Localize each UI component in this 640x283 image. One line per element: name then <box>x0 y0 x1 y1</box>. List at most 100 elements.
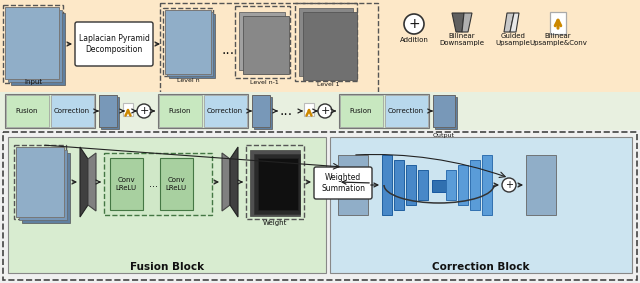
Text: Level 1: Level 1 <box>317 83 339 87</box>
Text: Laplacian Pyramid
Decomposition: Laplacian Pyramid Decomposition <box>79 34 149 54</box>
Bar <box>11 13 65 85</box>
Text: Bilinear
Upsample&Conv: Bilinear Upsample&Conv <box>529 33 587 46</box>
Bar <box>110 158 143 210</box>
Bar <box>235 6 290 78</box>
Bar <box>14 145 66 219</box>
Bar <box>338 155 368 215</box>
Bar <box>254 154 300 214</box>
Polygon shape <box>510 13 519 32</box>
Text: Correction: Correction <box>388 108 424 114</box>
Bar <box>239 12 285 70</box>
Text: Fusion: Fusion <box>349 108 372 114</box>
Text: +: + <box>505 180 513 190</box>
Bar <box>0 130 640 283</box>
Polygon shape <box>504 13 514 32</box>
Bar <box>446 170 456 200</box>
Text: Level n-1: Level n-1 <box>250 80 278 85</box>
Text: Correction: Correction <box>54 108 90 114</box>
Text: Fusion: Fusion <box>16 108 38 114</box>
Bar <box>169 14 215 78</box>
Bar <box>340 95 383 127</box>
Bar <box>160 3 378 96</box>
FancyBboxPatch shape <box>314 167 372 199</box>
Bar <box>159 95 202 127</box>
Bar <box>330 137 632 273</box>
Polygon shape <box>230 147 238 217</box>
Bar <box>8 10 62 82</box>
Bar <box>526 155 556 215</box>
Bar <box>385 95 428 127</box>
Text: Bilinear
Downsample: Bilinear Downsample <box>440 33 484 46</box>
Text: Output: Output <box>433 132 455 138</box>
Text: +: + <box>320 106 330 116</box>
Bar <box>99 95 117 127</box>
Bar <box>8 137 326 273</box>
Text: Correction Block: Correction Block <box>432 262 530 272</box>
Polygon shape <box>452 13 464 32</box>
Bar <box>303 12 357 80</box>
Text: Level n: Level n <box>177 78 199 83</box>
Bar <box>3 132 637 280</box>
Bar <box>470 160 480 210</box>
Bar <box>5 94 95 128</box>
Bar <box>550 12 566 34</box>
Text: Addition: Addition <box>399 37 428 43</box>
Bar <box>246 145 304 219</box>
Bar <box>3 5 63 83</box>
Bar <box>418 170 428 200</box>
Bar <box>433 95 455 127</box>
Bar <box>406 165 416 205</box>
Bar <box>250 150 300 216</box>
Text: Weighted
Summation: Weighted Summation <box>321 173 365 193</box>
Bar <box>0 92 640 130</box>
Text: Input: Input <box>24 79 42 85</box>
Text: +: + <box>140 106 148 116</box>
Bar <box>0 0 640 130</box>
Bar <box>104 153 212 215</box>
Bar <box>160 158 193 210</box>
Bar <box>16 147 64 217</box>
Bar <box>123 103 133 116</box>
Text: Guided
Upsample: Guided Upsample <box>495 33 531 46</box>
Bar <box>6 95 49 127</box>
Polygon shape <box>462 13 472 32</box>
Text: Fusion Block: Fusion Block <box>130 262 204 272</box>
Bar <box>482 155 492 215</box>
Circle shape <box>502 178 516 192</box>
Text: ...: ... <box>221 43 235 57</box>
Bar <box>304 103 314 116</box>
Text: Correction: Correction <box>207 108 243 114</box>
Bar <box>458 165 468 205</box>
Text: Fusion: Fusion <box>169 108 191 114</box>
Bar <box>299 8 353 76</box>
Text: ...: ... <box>280 104 292 118</box>
Text: Conv
LReLU: Conv LReLU <box>115 177 136 190</box>
Bar <box>254 97 272 129</box>
Bar <box>19 150 67 220</box>
Bar <box>435 97 457 129</box>
Text: +: + <box>408 17 420 31</box>
Circle shape <box>137 104 151 118</box>
Bar <box>204 95 247 127</box>
Bar <box>432 180 446 192</box>
FancyBboxPatch shape <box>75 22 153 66</box>
Polygon shape <box>80 147 88 217</box>
Bar <box>167 12 213 76</box>
Bar <box>5 7 59 79</box>
Text: ...: ... <box>150 179 159 189</box>
Circle shape <box>318 104 332 118</box>
Bar <box>339 94 429 128</box>
Bar <box>22 153 70 223</box>
Bar <box>258 158 298 210</box>
Bar <box>243 16 289 74</box>
Bar <box>295 3 357 81</box>
Bar <box>163 8 213 76</box>
Polygon shape <box>222 153 230 211</box>
Text: Weight: Weight <box>263 220 287 226</box>
Circle shape <box>404 14 424 34</box>
Text: Conv
LReLU: Conv LReLU <box>165 177 187 190</box>
Polygon shape <box>88 153 96 211</box>
Bar <box>382 155 392 215</box>
Bar <box>101 97 119 129</box>
Bar <box>165 10 211 74</box>
